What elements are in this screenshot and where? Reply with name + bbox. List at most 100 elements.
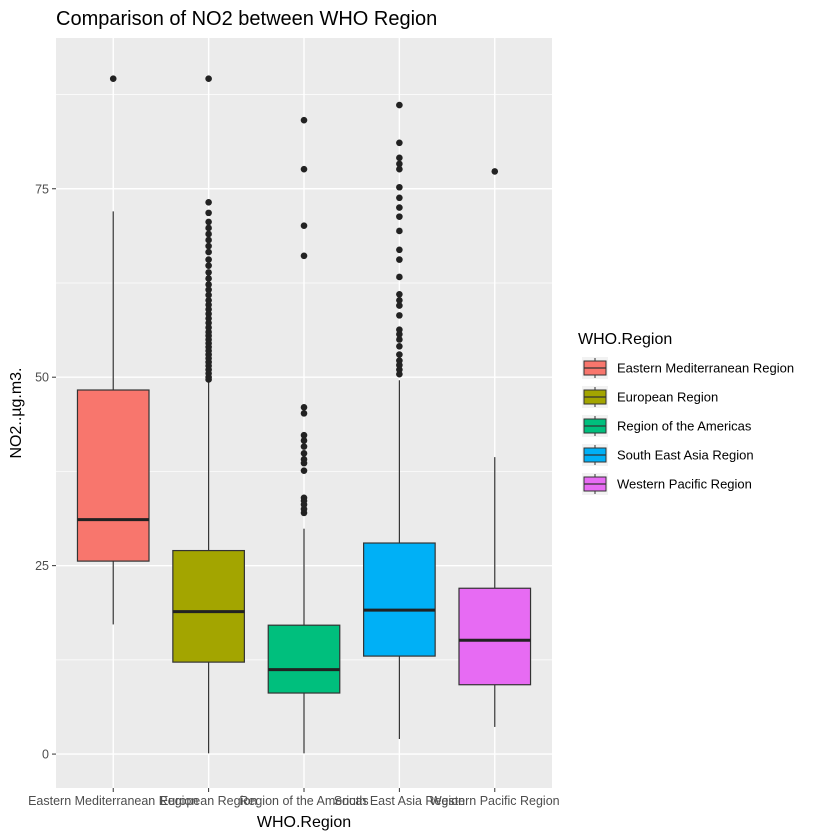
- outlier-point: [396, 290, 403, 298]
- legend-label: Region of the Americas: [617, 419, 752, 434]
- legend-title: WHO.Region: [578, 331, 672, 348]
- y-axis-title: NO2..µg.m3.: [8, 367, 25, 458]
- outlier-point: [300, 467, 308, 474]
- outlier-point: [491, 168, 499, 175]
- box-iqr: [267, 624, 341, 694]
- box-group: [76, 75, 150, 625]
- outlier-point: [396, 361, 403, 369]
- outlier-point: [205, 301, 212, 309]
- outlier-point: [109, 75, 117, 83]
- outlier-point: [300, 431, 308, 439]
- outlier-point: [205, 275, 212, 282]
- outlier-point: [396, 139, 403, 147]
- outlier-point: [205, 286, 212, 294]
- outlier-point: [300, 509, 308, 517]
- outlier-point: [205, 230, 212, 238]
- legend-label: Eastern Mediterranean Region: [617, 361, 794, 376]
- legend-label: Western Pacific Region: [617, 477, 752, 492]
- legend: WHO.Region Eastern Mediterranean RegionE…: [578, 331, 794, 495]
- y-axis: 0 25 50 75: [35, 182, 56, 762]
- outlier-point: [396, 351, 403, 358]
- outlier-point: [396, 204, 403, 211]
- outlier-point: [300, 404, 308, 411]
- box-iqr: [458, 587, 532, 686]
- legend-label: South East Asia Region: [617, 448, 754, 463]
- x-tick-label: Region of the Americas: [239, 794, 368, 808]
- outlier-point: [300, 437, 308, 444]
- outlier-point: [205, 376, 212, 383]
- outlier-point: [205, 262, 212, 269]
- outlier-point: [396, 336, 403, 343]
- outlier-point: [300, 252, 308, 260]
- outlier-point: [205, 224, 212, 232]
- box-iqr: [76, 389, 150, 562]
- legend-item: Western Pacific Region: [582, 473, 752, 495]
- outlier-point: [396, 101, 403, 109]
- legend-item: South East Asia Region: [582, 444, 754, 466]
- outlier-point: [300, 410, 308, 417]
- x-axis-title: WHO.Region: [257, 814, 351, 831]
- outlier-point: [205, 281, 212, 288]
- y-tick-label: 25: [35, 559, 49, 573]
- outlier-point: [396, 330, 403, 338]
- outlier-point: [396, 213, 403, 220]
- outlier-point: [396, 326, 403, 334]
- outlier-point: [300, 222, 308, 229]
- outlier-point: [300, 165, 308, 173]
- outlier-point: [300, 459, 308, 467]
- box-group: [458, 168, 532, 727]
- outlier-point: [396, 357, 403, 364]
- outlier-point: [205, 324, 212, 331]
- outlier-point: [396, 154, 403, 162]
- outlier-point: [396, 227, 403, 235]
- outlier-point: [205, 209, 212, 217]
- outlier-point: [396, 194, 403, 202]
- outlier-point: [205, 269, 212, 276]
- outlier-point: [396, 160, 403, 168]
- outlier-point: [205, 310, 212, 318]
- legend-item: European Region: [582, 386, 718, 408]
- outlier-point: [300, 443, 308, 450]
- y-tick-label: 75: [35, 182, 49, 196]
- outlier-point: [300, 116, 308, 124]
- outlier-point: [205, 218, 212, 226]
- y-tick-label: 50: [35, 371, 49, 385]
- outlier-point: [396, 246, 403, 254]
- boxes: [76, 75, 532, 754]
- outlier-point: [396, 297, 403, 304]
- outlier-point: [396, 273, 403, 281]
- x-tick-label: European Region: [160, 794, 257, 808]
- legend-item: Region of the Americas: [582, 415, 752, 437]
- outlier-point: [300, 450, 308, 457]
- outlier-point: [205, 297, 212, 304]
- outlier-point: [396, 370, 403, 378]
- legend-item: Eastern Mediterranean Region: [582, 357, 794, 379]
- outlier-point: [205, 291, 212, 299]
- legend-items: Eastern Mediterranean Region European Reg…: [582, 357, 794, 495]
- outlier-point: [205, 319, 212, 327]
- box-iqr: [172, 549, 245, 663]
- outlier-point: [396, 256, 403, 263]
- x-tick-label: Western Pacific Region: [430, 794, 560, 808]
- legend-label: European Region: [617, 390, 718, 405]
- outlier-point: [205, 248, 212, 256]
- outlier-point: [396, 342, 403, 350]
- outlier-point: [396, 183, 403, 191]
- outlier-point: [205, 306, 212, 313]
- x-tick-label: Eastern Mediterranean Region: [28, 794, 198, 808]
- outlier-point: [300, 501, 308, 508]
- outlier-point: [205, 236, 212, 244]
- outlier-point: [396, 312, 403, 319]
- y-tick-label: 0: [42, 748, 49, 762]
- outlier-point: [396, 165, 403, 173]
- outlier-point: [205, 256, 212, 263]
- outlier-point: [205, 242, 212, 250]
- outlier-point: [396, 302, 403, 309]
- box-group: [172, 75, 245, 754]
- box-group: [363, 101, 436, 740]
- box-iqr: [363, 542, 436, 657]
- outlier-point: [205, 199, 212, 206]
- outlier-point: [396, 366, 403, 373]
- outlier-point: [205, 75, 212, 83]
